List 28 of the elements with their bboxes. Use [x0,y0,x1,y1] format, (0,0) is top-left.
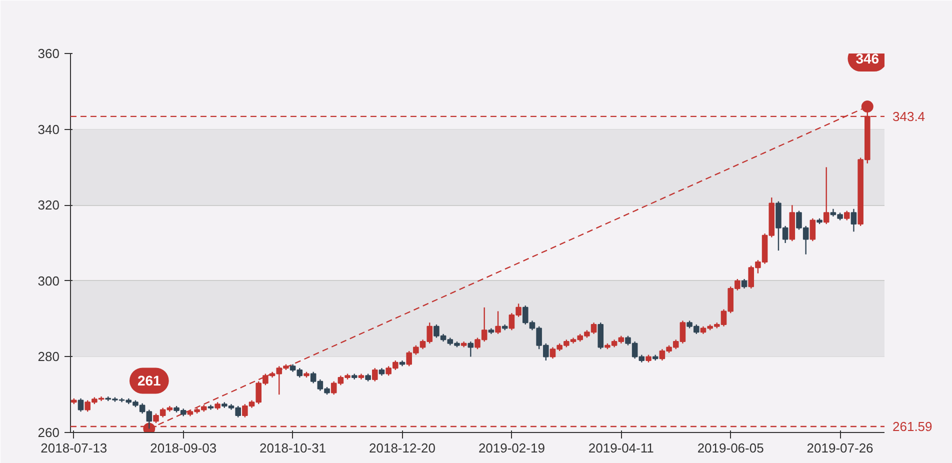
x-tick-label: 2018-12-20 [369,440,436,456]
candlestick [844,210,850,221]
x-tick-label: 2019-02-19 [478,440,545,456]
candlestick [823,166,830,225]
candlestick [78,398,84,412]
x-tick-label: 2019-06-05 [697,440,764,456]
annotation: 261 [137,372,162,389]
ref-line-label: 261.59 [892,418,932,434]
ref-line-label: 343.4 [892,108,926,124]
y-tick-label: 340 [38,122,60,137]
candlestick [850,208,857,232]
candlestick [598,322,604,350]
y-tick-label: 360 [38,46,60,61]
y-tick-label: 300 [38,273,60,288]
candlestick [810,218,816,242]
candlestick [495,310,501,335]
y-tick-label: 280 [38,349,60,364]
y-tick-label: 260 [38,425,60,440]
candlestick [372,367,378,382]
x-tick-label: 2019-04-11 [588,440,654,456]
candlestick [468,340,474,358]
y-tick-label: 320 [38,198,60,213]
x-tick-label: 2018-07-13 [40,440,108,456]
x-tick-label: 2019-07-26 [806,440,874,456]
candlestick [741,278,748,290]
x-tick-label: 2018-10-31 [260,440,326,456]
x-tick-label: 2018-09-03 [150,440,217,456]
annotation: 346 [856,50,880,67]
